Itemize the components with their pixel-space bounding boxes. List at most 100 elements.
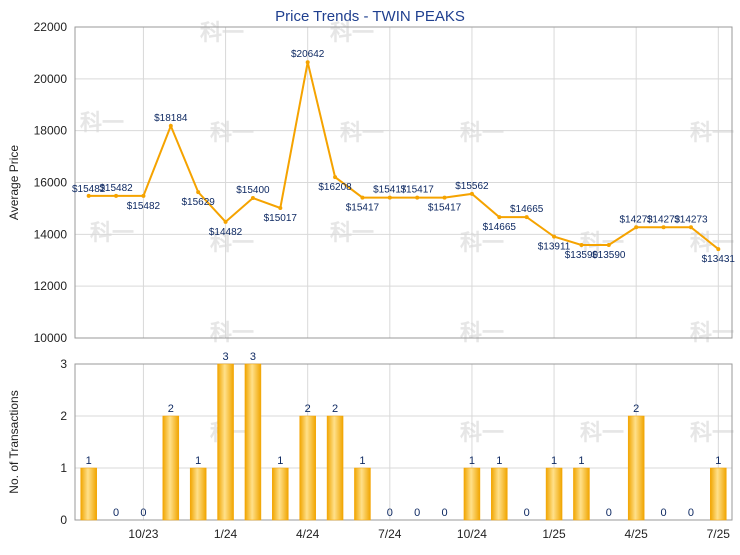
watermark-text: 科一 (690, 320, 734, 345)
watermark-text: 科一 (460, 120, 504, 145)
transaction-bar-label: 1 (359, 455, 365, 467)
watermark-text: 科一 (690, 120, 734, 145)
transaction-bar-label: 0 (606, 507, 612, 519)
price-point (716, 247, 721, 252)
transaction-bar-label: 0 (387, 507, 393, 519)
transaction-bar-label: 1 (551, 455, 557, 467)
x-tick-label: 7/24 (378, 527, 402, 541)
price-point (469, 191, 474, 196)
transaction-bar-label: 1 (496, 455, 502, 467)
chart-title: Price Trends - TWIN PEAKS (275, 8, 465, 25)
price-data-label: $15629 (182, 197, 216, 208)
x-tick-label: 1/24 (214, 527, 238, 541)
watermark-text: 科一 (200, 20, 244, 45)
price-point (86, 193, 91, 198)
price-point (141, 193, 146, 198)
transaction-bar-label: 0 (113, 507, 119, 519)
x-tick-label: 4/25 (625, 527, 649, 541)
watermark-text: 科一 (690, 420, 734, 445)
watermark-text: 科一 (210, 120, 254, 145)
transaction-bar (189, 467, 207, 521)
transaction-bar-label: 0 (442, 507, 448, 519)
watermark-text: 科一 (330, 220, 374, 245)
transaction-bar (545, 467, 563, 521)
price-data-label: $13911 (538, 242, 571, 253)
price-y-tick: 12000 (34, 279, 68, 293)
transaction-bar (80, 467, 97, 521)
transaction-bar (244, 363, 262, 521)
price-point (552, 234, 557, 239)
price-point (634, 225, 639, 230)
price-data-label: $18184 (154, 113, 188, 124)
watermark-text: 科一 (340, 120, 384, 145)
price-point (442, 195, 447, 200)
price-data-label: $15017 (264, 213, 298, 224)
price-panel: 10000 12000 14000 16000 18000 20000 22000 Avera… (7, 20, 735, 345)
price-point (333, 175, 338, 180)
transaction-bar-label: 1 (469, 455, 475, 467)
transaction-bar (573, 467, 590, 521)
transaction-bar-label: 0 (524, 507, 530, 519)
transactions-plot-frame (74, 363, 733, 521)
transaction-bar (217, 363, 234, 521)
x-tick-label: 1/25 (542, 527, 566, 541)
price-data-label: $14665 (510, 204, 544, 215)
price-data-label: $14273 (647, 214, 681, 225)
price-y-tick: 20000 (34, 72, 68, 86)
price-data-label: $15400 (236, 185, 270, 196)
price-data-label: $15482 (99, 183, 133, 194)
price-data-label: $13590 (592, 250, 626, 261)
transactions-y-tick: 0 (60, 513, 67, 527)
price-data-label: $16208 (318, 182, 352, 193)
price-point (250, 196, 255, 201)
transactions-y-tick: 1 (60, 461, 67, 475)
price-point (278, 205, 283, 210)
transaction-bar (272, 467, 289, 521)
transaction-bar-label: 2 (168, 403, 174, 415)
price-point (168, 123, 173, 128)
price-point (387, 195, 392, 200)
transaction-bar-label: 1 (578, 455, 584, 467)
transaction-bar-label: 2 (305, 403, 311, 415)
price-data-label: $13590 (565, 250, 599, 261)
transaction-bar (463, 467, 481, 521)
transaction-bar (491, 467, 508, 521)
transaction-bar-label: 2 (633, 403, 639, 415)
price-point (497, 215, 502, 220)
price-y-tick: 14000 (34, 227, 68, 241)
price-point (688, 225, 693, 230)
price-point (360, 195, 365, 200)
price-y-tick: 22000 (34, 20, 68, 34)
transaction-bar-label: 0 (688, 507, 694, 519)
price-data-label: $14665 (483, 222, 517, 233)
price-data-label: $14273 (674, 214, 708, 225)
watermark-text: 科一 (460, 320, 504, 345)
transaction-bar-label: 1 (86, 455, 92, 467)
transaction-bar (326, 415, 344, 521)
transaction-bar (299, 415, 316, 521)
watermark-text: 科一 (460, 420, 504, 445)
transaction-bar-label: 0 (661, 507, 667, 519)
price-data-label: $15417 (428, 203, 462, 214)
transactions-panel: 0 1 2 3 10/23 1/24 4/24 7/24 10/24 1/25 4/25 7/25 No… (7, 351, 733, 541)
price-point (305, 60, 310, 65)
price-point (579, 242, 584, 247)
watermark-text: 科一 (690, 230, 734, 255)
price-point (606, 242, 611, 247)
price-point (223, 219, 228, 224)
transaction-bar (354, 467, 371, 521)
transaction-bar (162, 415, 180, 521)
price-data-label: $14482 (209, 227, 243, 238)
transaction-bar-label: 2 (332, 403, 338, 415)
price-y-tick: 18000 (34, 124, 68, 138)
transactions-y-axis-label: No. of Transactions (7, 390, 21, 493)
price-data-label: $15417 (346, 203, 380, 214)
price-point (524, 215, 529, 220)
price-y-tick: 16000 (34, 176, 68, 190)
transaction-bar (627, 415, 645, 521)
price-y-tick: 10000 (34, 331, 68, 345)
price-point (114, 193, 119, 198)
transaction-bar-label: 1 (195, 455, 201, 467)
